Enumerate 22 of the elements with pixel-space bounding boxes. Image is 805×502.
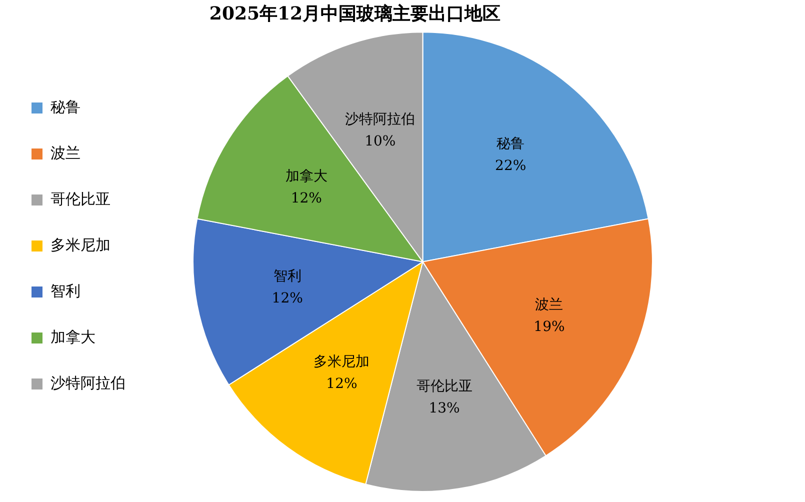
slice-label: 哥伦比亚 [416, 378, 472, 395]
legend-label: 多米尼加 [50, 236, 110, 254]
slice-label: 多米尼加 [314, 354, 370, 370]
data-label: 10% [364, 133, 396, 150]
chart-title: 2025年12月中国玻璃主要出口地区 [209, 3, 501, 24]
data-label: 22% [495, 158, 526, 174]
slice-label: 沙特阿拉伯 [345, 111, 416, 128]
slice-label: 秘鲁 [496, 136, 525, 152]
data-label: 12% [272, 290, 303, 306]
legend-label: 哥伦比亚 [50, 190, 110, 208]
legend-label: 沙特阿拉伯 [50, 374, 126, 392]
slice-label: 加拿大 [285, 168, 328, 185]
legend-label: 秘鲁 [50, 98, 80, 116]
data-label: 12% [290, 190, 322, 207]
data-label: 12% [326, 376, 358, 392]
legend-label: 加拿大 [50, 328, 96, 346]
legend-label: 波兰 [50, 144, 80, 162]
data-label: 13% [428, 400, 460, 417]
legend-label: 智利 [50, 282, 80, 300]
data-label: 19% [534, 319, 565, 336]
slice-label: 波兰 [535, 297, 564, 314]
slice-label: 智利 [273, 268, 302, 284]
